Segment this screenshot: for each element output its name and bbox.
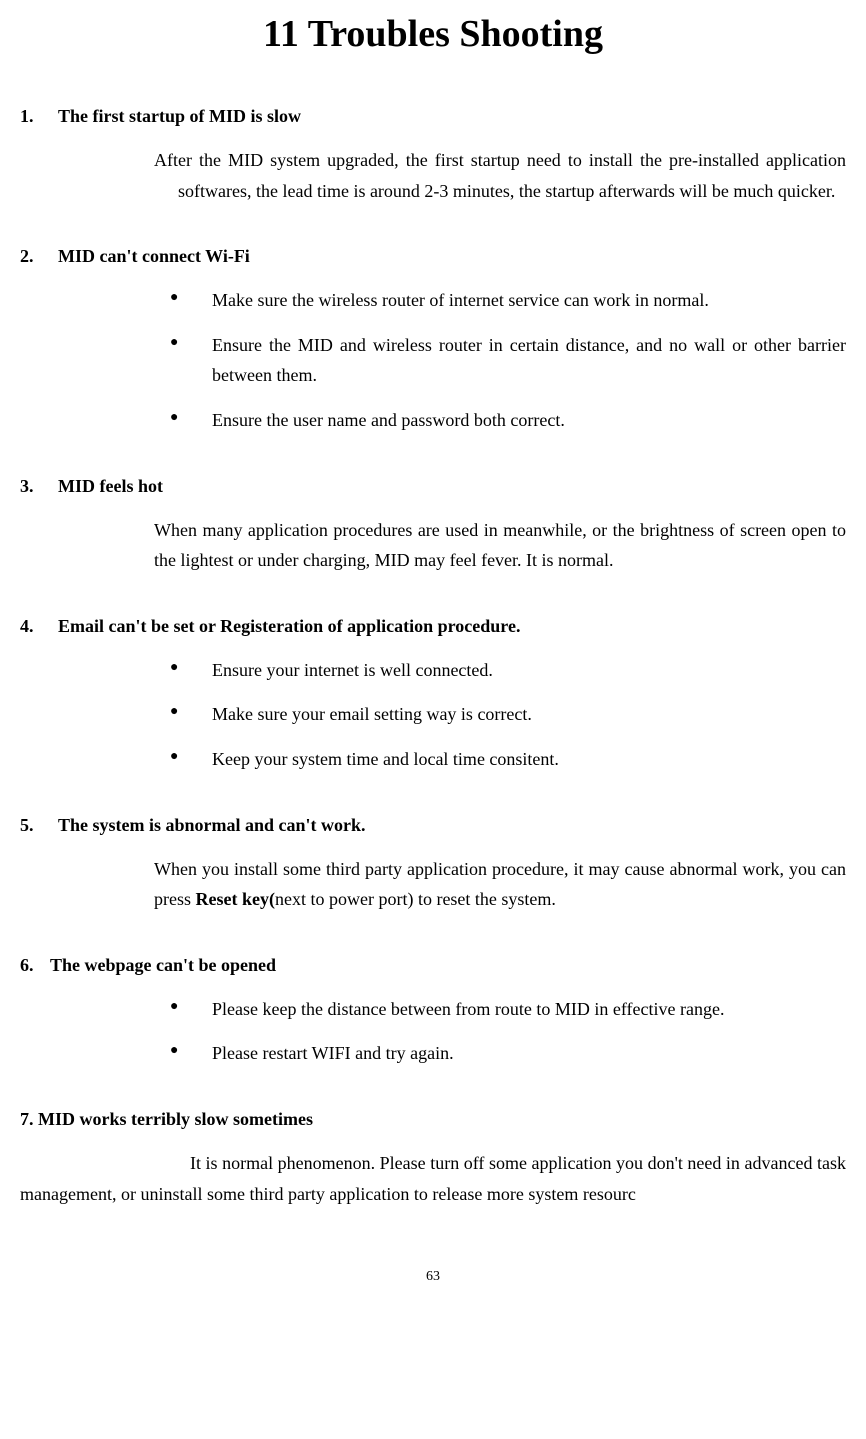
section-1: 1. The first startup of MID is slow Afte… — [20, 106, 846, 206]
section-6-bullets: Please keep the distance between from ro… — [170, 994, 846, 1069]
section-2-heading: 2. MID can't connect Wi-Fi — [20, 246, 846, 267]
section-3-number: 3. — [20, 476, 58, 497]
page-title: 11 Troubles Shooting — [20, 12, 846, 56]
section-2-bullets: Make sure the wireless router of interne… — [170, 285, 846, 435]
section-5-number: 5. — [20, 815, 58, 836]
document-page: 11 Troubles Shooting 1. The first startu… — [0, 12, 866, 1325]
list-item: Make sure your email setting way is corr… — [170, 699, 846, 730]
section-5-body: When you install some third party applic… — [154, 854, 846, 915]
section-4-number: 4. — [20, 616, 58, 637]
section-1-heading: 1. The first startup of MID is slow — [20, 106, 846, 127]
section-1-body: After the MID system upgraded, the first… — [154, 145, 846, 206]
section-5-body-bold: Reset key( — [196, 889, 275, 909]
section-1-number: 1. — [20, 106, 58, 127]
list-item: Please restart WIFI and try again. — [170, 1038, 846, 1069]
section-2-title: MID can't connect Wi-Fi — [58, 246, 846, 267]
section-2: 2. MID can't connect Wi-Fi Make sure the… — [20, 246, 846, 435]
section-5: 5. The system is abnormal and can't work… — [20, 815, 846, 915]
section-3-heading: 3. MID feels hot — [20, 476, 846, 497]
section-7-heading: 7. MID works terribly slow sometimes — [20, 1109, 846, 1130]
page-number: 63 — [20, 1269, 846, 1285]
list-item: Ensure your internet is well connected. — [170, 655, 846, 686]
section-1-title: The first startup of MID is slow — [58, 106, 846, 127]
list-item: Please keep the distance between from ro… — [170, 994, 846, 1025]
section-7-body-text: It is normal phenomenon. Please turn off… — [20, 1153, 846, 1204]
list-item: Keep your system time and local time con… — [170, 744, 846, 775]
section-7-title: 7. MID works terribly slow sometimes — [20, 1109, 846, 1130]
section-4: 4. Email can't be set or Registeration o… — [20, 616, 846, 775]
section-4-heading: 4. Email can't be set or Registeration o… — [20, 616, 846, 637]
section-3-body: When many application procedures are use… — [154, 515, 846, 576]
section-5-body-post: next to power port) to reset the system. — [275, 889, 556, 909]
section-5-heading: 5. The system is abnormal and can't work… — [20, 815, 846, 836]
section-6: 6. The webpage can't be opened Please ke… — [20, 955, 846, 1069]
section-7-body: It is normal phenomenon. Please turn off… — [20, 1148, 846, 1209]
section-6-title: The webpage can't be opened — [50, 955, 846, 976]
section-3-title: MID feels hot — [58, 476, 846, 497]
list-item: Ensure the user name and password both c… — [170, 405, 846, 436]
section-6-heading: 6. The webpage can't be opened — [20, 955, 846, 976]
section-4-bullets: Ensure your internet is well connected. … — [170, 655, 846, 775]
list-item: Make sure the wireless router of interne… — [170, 285, 846, 316]
section-6-number: 6. — [20, 955, 50, 976]
list-item: Ensure the MID and wireless router in ce… — [170, 330, 846, 391]
section-7: 7. MID works terribly slow sometimes It … — [20, 1109, 846, 1209]
section-5-title: The system is abnormal and can't work. — [58, 815, 846, 836]
section-3: 3. MID feels hot When many application p… — [20, 476, 846, 576]
section-4-title: Email can't be set or Registeration of a… — [58, 616, 846, 637]
section-2-number: 2. — [20, 246, 58, 267]
